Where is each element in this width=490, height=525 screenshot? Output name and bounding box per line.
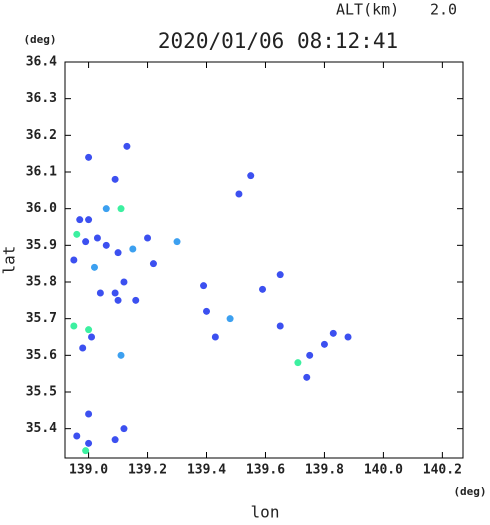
echo-point: [123, 142, 131, 150]
echo-point: [111, 289, 119, 297]
echo-point: [226, 315, 234, 323]
echo-point: [73, 230, 81, 238]
echo-point: [70, 322, 78, 330]
echo-point: [82, 238, 90, 246]
echo-point: [102, 241, 110, 249]
y-tick-label: 36.0: [26, 201, 57, 216]
x-tick-label: 139.0: [69, 463, 108, 478]
x-tick-label: 139.6: [246, 463, 285, 478]
x-tick-label: 140.2: [423, 463, 462, 478]
echo-point: [259, 285, 267, 293]
echo-point: [90, 263, 98, 271]
y-tick-label: 36.1: [26, 165, 57, 180]
echo-point: [132, 296, 140, 304]
y-tick-label: 35.8: [26, 275, 57, 290]
y-tick-label: 35.9: [26, 238, 57, 253]
x-axis-label: lon: [251, 503, 280, 522]
echo-point: [96, 289, 104, 297]
echo-point: [320, 340, 328, 348]
echo-point: [203, 307, 211, 315]
header-label: ALT(km): [336, 1, 399, 19]
x-tick-label: 139.8: [305, 463, 344, 478]
x-tick-label: 139.2: [128, 463, 167, 478]
echo-point: [114, 249, 122, 257]
header-value: 2.0: [430, 1, 457, 19]
echo-point: [344, 333, 352, 341]
echo-point: [73, 432, 81, 440]
y-tick-label: 36.3: [26, 91, 57, 106]
y-tick-label: 36.2: [26, 128, 57, 143]
echo-point: [303, 373, 311, 381]
y-tick-label: 35.5: [26, 385, 57, 400]
echo-point: [85, 153, 93, 161]
echo-point: [85, 216, 93, 224]
echo-point: [200, 282, 208, 290]
echo-point: [129, 245, 137, 253]
echo-point: [306, 351, 314, 359]
x-unit: (deg): [453, 485, 486, 498]
plot-frame: [64, 61, 464, 459]
echo-point: [276, 322, 284, 330]
y-axis-label: lat: [0, 246, 19, 275]
echo-point: [114, 296, 122, 304]
x-tick-label: 140.0: [364, 463, 403, 478]
echo-point: [111, 436, 119, 444]
echo-point: [117, 205, 125, 213]
chart-title: 2020/01/06 08:12:41: [158, 29, 398, 53]
echo-point: [120, 425, 128, 433]
echo-point: [144, 234, 152, 242]
x-tick-label: 139.4: [187, 463, 226, 478]
echo-point: [117, 351, 125, 359]
echo-point: [211, 333, 219, 341]
echo-point: [85, 410, 93, 418]
echo-point: [276, 271, 284, 279]
y-tick-label: 36.4: [26, 55, 57, 70]
echo-point: [85, 326, 93, 334]
y-tick-label: 35.7: [26, 311, 57, 326]
echo-point: [70, 256, 78, 264]
echo-point: [173, 238, 181, 246]
echo-point: [120, 278, 128, 286]
echo-point: [102, 205, 110, 213]
echo-point: [76, 216, 84, 224]
y-tick-label: 35.6: [26, 348, 57, 363]
echo-point: [247, 172, 255, 180]
echo-point: [111, 175, 119, 183]
y-tick-label: 35.4: [26, 421, 57, 436]
echo-point: [82, 447, 90, 455]
echo-point: [93, 234, 101, 242]
echo-point: [79, 344, 87, 352]
echo-point: [149, 260, 157, 268]
echo-point: [294, 359, 302, 367]
echo-point: [235, 190, 243, 198]
y-unit: (deg): [23, 33, 56, 46]
echo-point: [88, 333, 96, 341]
echo-point: [85, 439, 93, 447]
echo-point: [329, 329, 337, 337]
